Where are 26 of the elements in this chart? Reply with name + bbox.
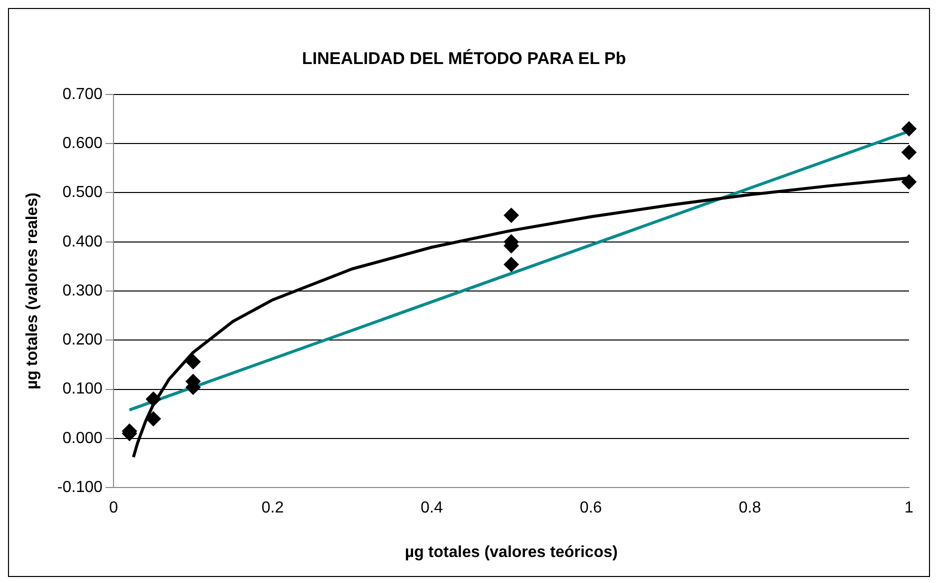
point	[902, 144, 916, 160]
x-tick-label: 0.4	[420, 500, 443, 517]
x-tick-label: 0	[109, 500, 118, 517]
point	[146, 392, 161, 407]
point	[902, 121, 916, 136]
point	[186, 354, 201, 370]
y-tick-label: 0.500	[62, 184, 103, 202]
point	[504, 208, 519, 223]
x-tick-label: 1	[904, 500, 914, 517]
x-tick-label: 0.8	[738, 500, 762, 517]
y-axis-title: µg totales (valores reales)	[24, 192, 42, 390]
x-axis-title: µg totales (valores teóricos)	[404, 544, 618, 561]
point	[902, 174, 916, 190]
y-tick-label: 0.300	[62, 282, 103, 300]
point	[146, 411, 161, 426]
x-tick-label: 0.2	[262, 500, 284, 517]
y-tick-label: 0.000	[62, 430, 103, 447]
y-tick-label: 0.100	[62, 380, 103, 398]
y-tick-label: 0.700	[62, 86, 103, 103]
x-tick-label: 0.6	[580, 500, 602, 517]
y-tick-label: 0.400	[62, 233, 103, 250]
y-tick-label: 0.600	[62, 134, 103, 152]
point	[504, 256, 519, 272]
y-tick-label: 0.200	[62, 332, 103, 349]
y-tick-label: -0.100	[57, 479, 103, 496]
chart-title: LINEALIDAD DEL MÉTODO PARA EL Pb	[302, 48, 626, 68]
